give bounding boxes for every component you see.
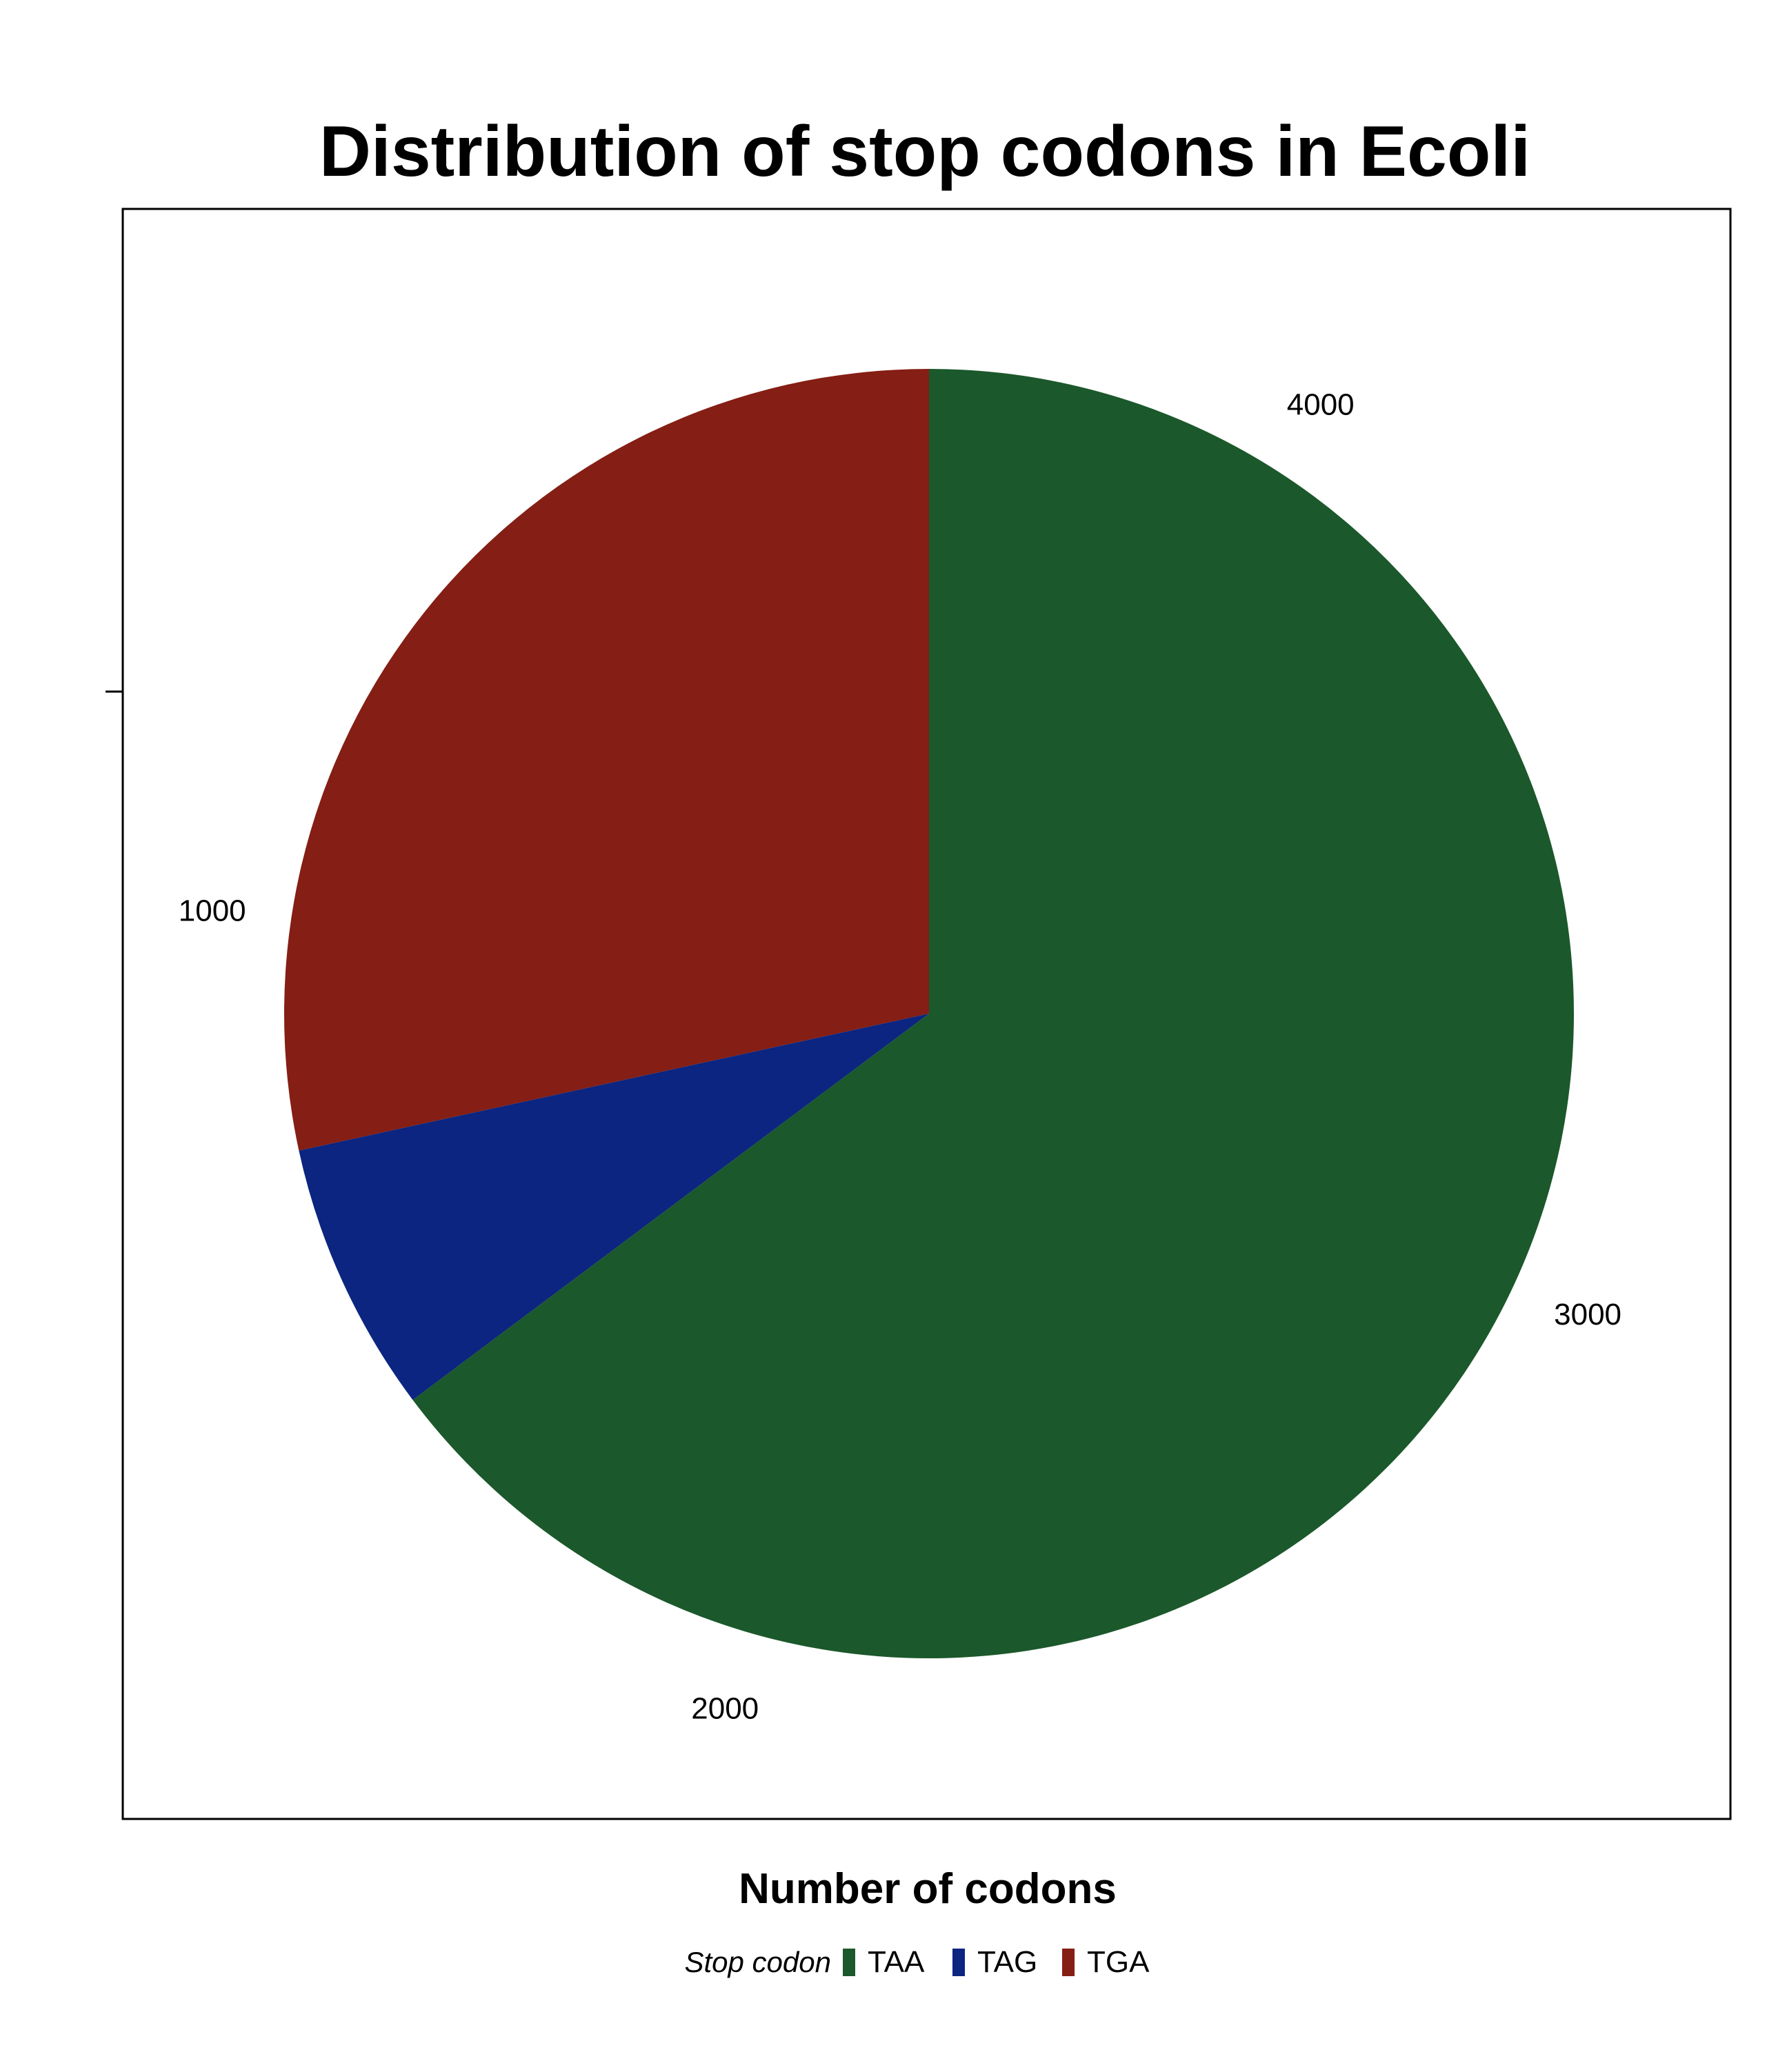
plot-panel-border	[121, 208, 1732, 1820]
legend-label-taa: TAA	[868, 1945, 925, 1979]
pie-slice-taa	[412, 369, 1575, 1658]
pie-tick-label: 3000	[1554, 1298, 1621, 1331]
x-axis-label: Number of codons	[739, 1865, 1117, 1913]
chart-title: Distribution of stop codons in Ecoli	[319, 112, 1530, 192]
legend-label-tag: TAG	[977, 1945, 1037, 1979]
pie-slice-tga	[284, 369, 929, 1151]
legend-items: TAA TAG TGA	[843, 1945, 1150, 1979]
pie-tick-label: 2000	[691, 1692, 759, 1726]
pie-tick-label: 4000	[1287, 388, 1355, 422]
legend-key-tga	[1062, 1949, 1075, 1976]
legend-key-taa	[843, 1949, 855, 1976]
legend-label-tga: TGA	[1087, 1945, 1150, 1979]
legend: Stop codon TAA TAG TGA	[684, 1945, 1150, 1979]
pie-slices	[284, 369, 1575, 1658]
pie-tick-label: 1000	[179, 894, 246, 928]
legend-key-tag	[952, 1949, 965, 1976]
pie-tick-labels: 1000 2000 3000 4000	[179, 388, 1621, 1726]
pie-slice-tag	[299, 1014, 929, 1400]
legend-title: Stop codon	[684, 1946, 831, 1978]
